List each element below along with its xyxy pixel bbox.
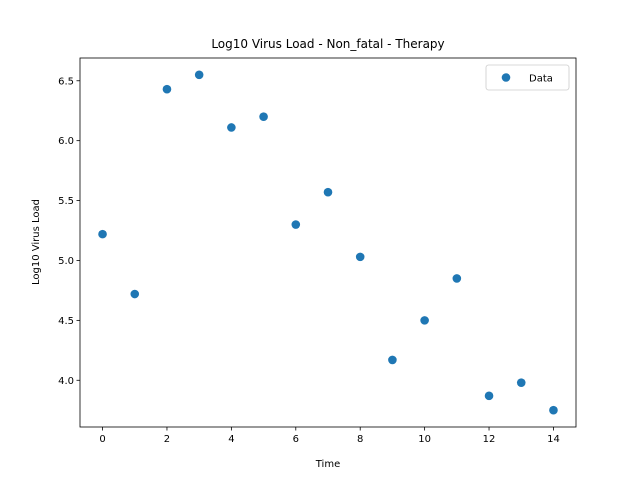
y-tick-label: 4.5 <box>58 316 74 327</box>
data-point <box>162 84 172 94</box>
y-axis-label: Log10 Virus Load <box>31 199 42 285</box>
legend-marker <box>501 73 511 82</box>
x-tick-label: 8 <box>357 434 363 445</box>
legend-box <box>485 64 570 91</box>
data-point <box>388 355 397 365</box>
x-tick-label: 6 <box>293 434 299 445</box>
y-tick-label: 6.0 <box>58 136 74 147</box>
x-tick-label: 14 <box>547 434 560 445</box>
plot-frame <box>79 57 577 428</box>
x-axis-label: Time <box>315 459 340 470</box>
x-tick-label: 12 <box>483 434 496 445</box>
legend-label: Data <box>529 74 553 85</box>
data-point <box>227 123 236 132</box>
chart-title: Log10 Virus Load - Non_fatal - Therapy <box>211 37 444 51</box>
data-point <box>194 70 204 80</box>
data-point <box>259 112 268 122</box>
x-tick-label: 10 <box>418 434 431 445</box>
legend: Data <box>485 64 570 91</box>
data-point <box>452 274 462 283</box>
x-tick-label: 0 <box>99 434 105 445</box>
data-point <box>516 378 526 387</box>
data-point <box>98 229 107 239</box>
plot-area: 0 2 4 6 8 10 12 14 4.0 4.5 5.0 5.5 6.0 6.5 <box>58 57 577 445</box>
data-point <box>549 405 558 415</box>
data-point <box>420 316 429 325</box>
y-tick-label: 6.5 <box>58 76 74 87</box>
y-tick-label: 5.5 <box>58 196 74 207</box>
y-tick-label: 5.0 <box>58 256 74 267</box>
data-point <box>130 289 140 299</box>
y-tick-label: 4.0 <box>58 376 74 387</box>
x-tick-label: 2 <box>164 434 170 445</box>
x-tick-label: 4 <box>228 434 234 445</box>
data-point <box>323 187 333 197</box>
data-point <box>355 252 365 262</box>
data-point <box>291 220 301 229</box>
data-point <box>484 391 494 401</box>
